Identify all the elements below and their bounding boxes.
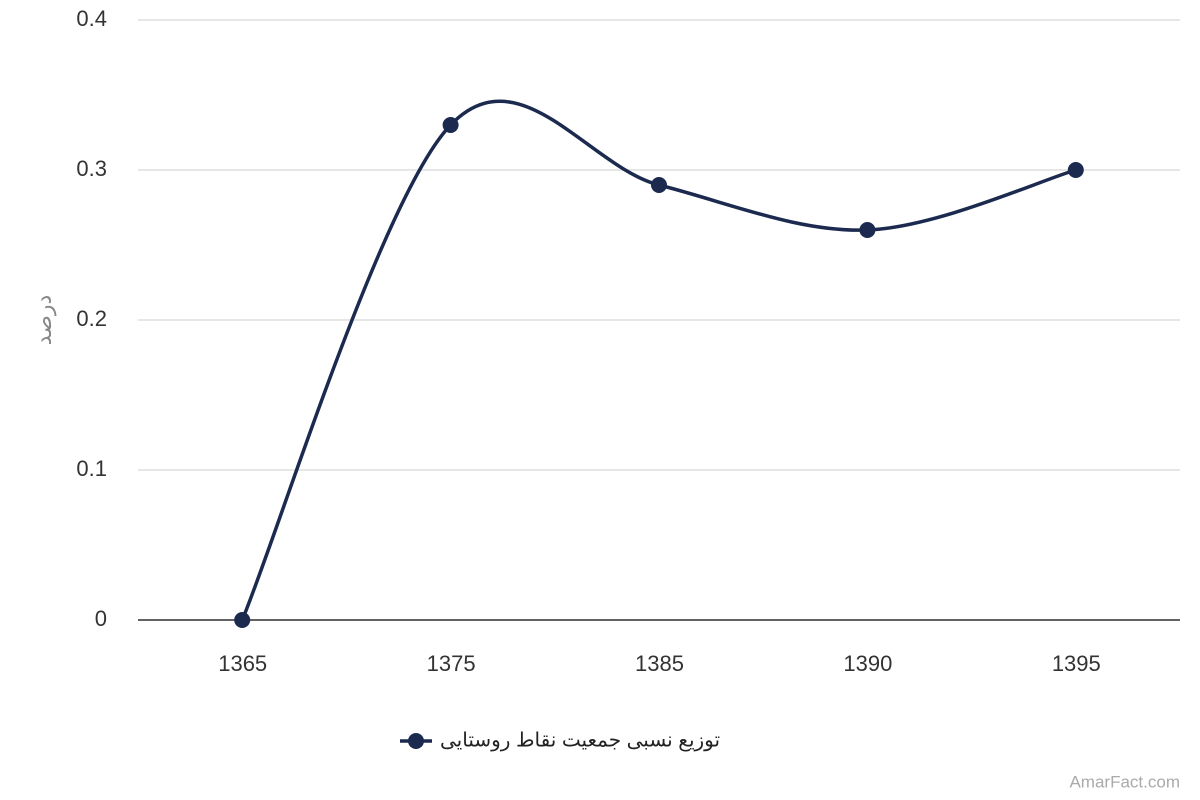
y-tick-label: 0.3 xyxy=(76,156,107,181)
legend-label: توزیع نسبی جمعیت نقاط روستایی xyxy=(440,729,720,751)
legend-marker xyxy=(408,733,424,749)
point xyxy=(442,117,459,133)
line xyxy=(240,99,1077,621)
point xyxy=(859,222,876,238)
y-axis-label: درصد xyxy=(31,295,56,346)
point xyxy=(1067,162,1084,178)
y-tick-label: 0.4 xyxy=(76,6,107,31)
x-tick-label: 1390 xyxy=(843,651,892,676)
x-tick-label: 1385 xyxy=(635,651,684,676)
y-tick-label: 0.2 xyxy=(76,306,107,331)
y-tick-label: 0.1 xyxy=(76,456,107,481)
watermark: AmarFact.com xyxy=(1069,772,1180,791)
x-tick-label: 1375 xyxy=(427,651,476,676)
x-tick-label: 1365 xyxy=(218,651,267,676)
y-tick-label: 0 xyxy=(95,606,107,631)
x-tick-label: 1395 xyxy=(1052,651,1101,676)
point xyxy=(234,612,251,628)
point xyxy=(651,177,667,193)
